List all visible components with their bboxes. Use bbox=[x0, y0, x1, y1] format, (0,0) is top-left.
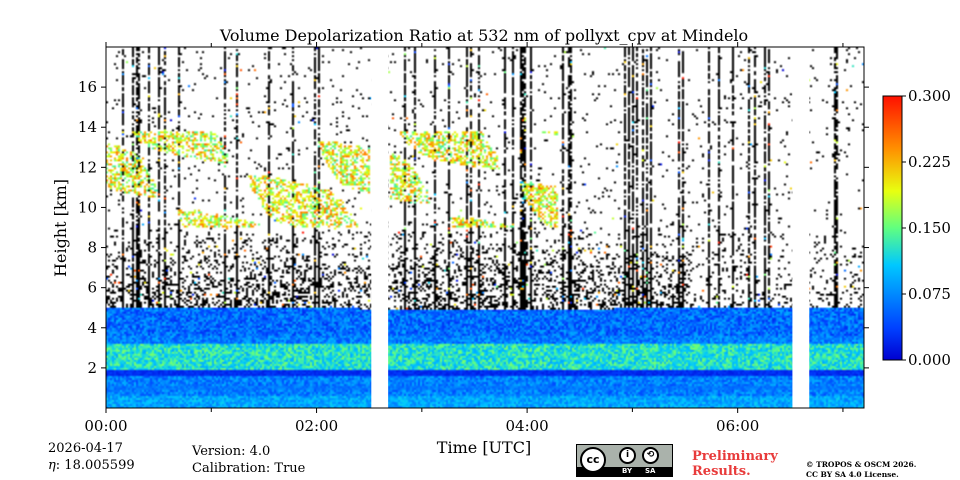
colorbar-gradient bbox=[882, 95, 903, 361]
colorbar-tick-label: 0.075 bbox=[908, 285, 951, 303]
cc-license-badge[interactable]: cc i ⟲ BY SA bbox=[576, 444, 673, 477]
plot-frame bbox=[105, 46, 865, 409]
calibration-label: Calibration: True bbox=[192, 461, 306, 476]
x-tick-label: 06:00 bbox=[716, 417, 759, 435]
y-axis-label: Height [km] bbox=[51, 179, 70, 277]
colorbar-tick-label: 0.225 bbox=[908, 153, 951, 171]
y-tick-label: 8 bbox=[87, 239, 97, 257]
cc-by-label: BY bbox=[622, 467, 633, 475]
date-label: 2026-04-17 bbox=[48, 441, 123, 456]
preliminary-line-1: Preliminary bbox=[692, 449, 778, 464]
y-tick-label: 2 bbox=[87, 359, 97, 377]
y-axis: 2 4 6 8 10 12 14 16 bbox=[78, 78, 869, 377]
x-axis: 00:00 02:00 04:00 06:00 bbox=[84, 42, 844, 435]
y-tick-label: 12 bbox=[78, 158, 97, 176]
data-gap bbox=[371, 47, 389, 408]
copyright-line-1: © TROPOS & OSCM 2026. bbox=[806, 460, 917, 469]
eta-label: η: 18.005599 bbox=[48, 457, 135, 474]
preliminary-line-2: Results. bbox=[692, 464, 751, 479]
preliminary-results-label: Preliminary Results. bbox=[692, 449, 778, 479]
x-tick-label: 04:00 bbox=[505, 417, 548, 435]
colorbar-tick-label: 0.000 bbox=[908, 351, 951, 369]
colorbar-ticks: 0.000 0.075 0.150 0.225 0.300 bbox=[902, 87, 951, 369]
y-tick-label: 6 bbox=[87, 279, 97, 297]
y-tick-label: 16 bbox=[78, 78, 97, 96]
y-tick-label: 14 bbox=[78, 118, 97, 136]
y-tick-label: 10 bbox=[78, 198, 97, 216]
share-alike-icon: ⟲ bbox=[642, 447, 659, 464]
x-tick-label: 00:00 bbox=[84, 417, 127, 435]
x-axis-label: Time [UTC] bbox=[437, 438, 531, 457]
meta-left: 2026-04-17 η: 18.005599 bbox=[48, 440, 135, 474]
y-tick-label: 4 bbox=[87, 319, 97, 337]
cc-sa-label: SA bbox=[645, 467, 656, 475]
copyright-notice: © TROPOS & OSCM 2026. CC BY SA 4.0 Licen… bbox=[806, 460, 916, 480]
version-label: Version: 4.0 bbox=[192, 444, 271, 459]
data-gaps bbox=[371, 47, 810, 408]
eta-symbol: η bbox=[48, 458, 56, 473]
data-gap bbox=[792, 47, 810, 408]
cc-badge-strip bbox=[577, 467, 672, 476]
attribution-icon: i bbox=[619, 447, 636, 464]
x-tick-label: 02:00 bbox=[295, 417, 338, 435]
colorbar-tick-label: 0.150 bbox=[908, 219, 951, 237]
plot-area: 00:00 02:00 04:00 06:00 2 4 6 8 10 12 14 16 bbox=[78, 42, 869, 435]
meta-mid: Version: 4.0 Calibration: True bbox=[192, 443, 305, 477]
depolarization-heatmap bbox=[106, 47, 864, 408]
colorbar-tick-label: 0.300 bbox=[908, 87, 951, 105]
chart-title: Volume Depolarization Ratio at 532 nm of… bbox=[219, 26, 748, 45]
copyright-line-2: CC BY SA 4.0 License. bbox=[806, 470, 899, 479]
eta-value: : 18.005599 bbox=[55, 458, 135, 473]
colorbar: 0.000 0.075 0.150 0.225 0.300 bbox=[882, 87, 951, 369]
cc-icon: cc bbox=[580, 447, 606, 473]
